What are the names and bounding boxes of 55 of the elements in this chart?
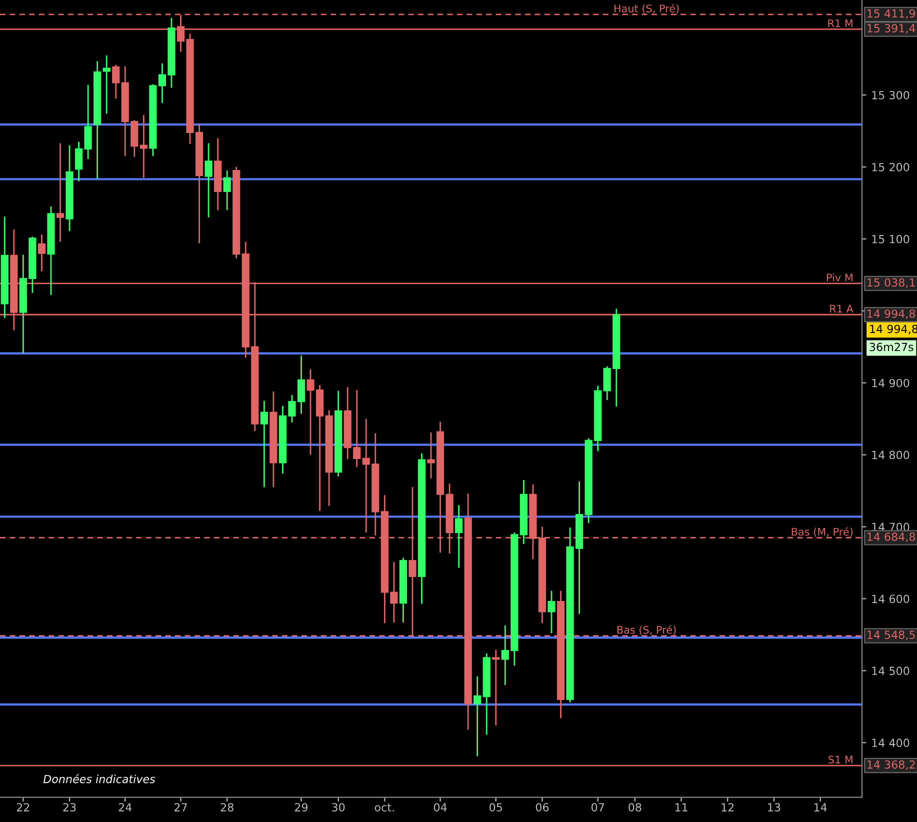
ref-line-label: R1 A: [830, 304, 854, 312]
candlestick: [56, 142, 64, 242]
y-tick-label: 14 600: [872, 594, 910, 604]
text: 14 684,8: [868, 532, 916, 542]
ref-line-label: Haut (S, Pré): [614, 4, 679, 14]
candlestick: [84, 84, 92, 160]
ref-line-label: Bas (S, Pré): [617, 625, 676, 635]
candlestick: [223, 170, 231, 211]
y-tick-label: 15 300: [872, 90, 910, 100]
x-tick-label: oct.: [374, 804, 394, 812]
candlestick: [204, 142, 212, 218]
x-tick-label: 12: [722, 803, 734, 812]
text: 14 994,8: [868, 309, 916, 319]
text: 15 391,4: [868, 24, 916, 34]
x-tick-label: 04: [434, 803, 447, 812]
x-tick-label: 27: [174, 803, 187, 812]
candlestick: [548, 590, 556, 634]
x-tick-label: 11: [675, 803, 688, 812]
text: 15 411,9: [868, 9, 916, 19]
ref-line-label: R1 M: [828, 19, 852, 28]
text: 36m27s: [870, 342, 914, 352]
x-tick-label: 13: [768, 803, 780, 812]
candlestick: [102, 54, 110, 114]
x-tick-label: 22: [16, 803, 30, 812]
y-tick-label: 14 500: [872, 666, 910, 676]
x-tick-label: 08: [628, 803, 642, 812]
text: 14 368,2: [868, 760, 915, 770]
text: 15 038,1: [868, 278, 915, 288]
x-tick-label: 30: [332, 803, 345, 812]
candlestick: [474, 676, 482, 758]
x-tick-label: 29: [294, 803, 308, 812]
y-tick-label: 14 900: [872, 378, 910, 388]
ref-line-label: Piv M: [827, 273, 852, 282]
x-tick-label: 23: [63, 803, 76, 812]
y-tick-label: 14 800: [872, 450, 910, 460]
y-tick-label: 15 200: [872, 162, 910, 172]
x-tick-label: 28: [220, 803, 234, 812]
candlestick: [74, 141, 83, 182]
x-tick-label: 05: [490, 803, 502, 812]
y-tick-label: 15 100: [872, 234, 910, 244]
candlestick: [492, 649, 500, 726]
ref-line-label: S1 M: [828, 756, 852, 764]
x-tick-label: 06: [536, 803, 549, 812]
y-tick-label: 14 400: [872, 738, 910, 748]
candlestick: [260, 400, 268, 488]
ref-line-label: Bas (M, Pré): [792, 527, 852, 537]
candlestick: [38, 234, 46, 272]
x-tick-label: 14: [814, 803, 827, 812]
text: 14 548,5: [868, 630, 915, 640]
candlestick: [455, 504, 463, 568]
candlestick: [112, 64, 120, 100]
x-tick-label: 07: [592, 803, 604, 812]
candlestick: [140, 114, 148, 178]
annotation: Données indicatives: [43, 774, 156, 784]
x-tick-label: 24: [118, 803, 132, 812]
